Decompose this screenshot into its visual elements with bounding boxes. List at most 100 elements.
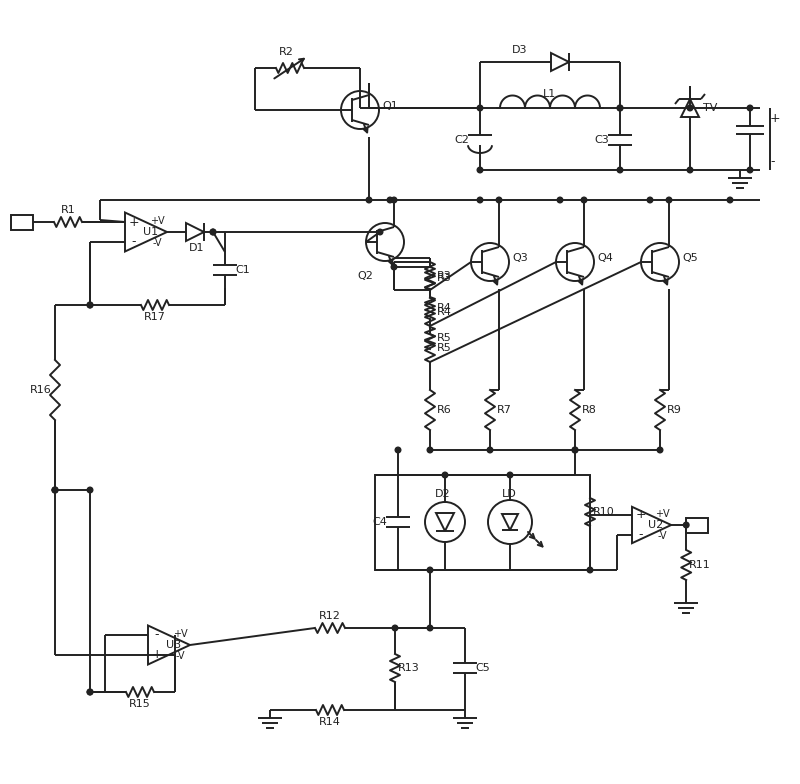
Text: R13: R13: [398, 663, 420, 673]
Text: D1: D1: [190, 243, 205, 253]
Circle shape: [52, 487, 58, 493]
Text: D2: D2: [435, 489, 451, 499]
Text: Q1: Q1: [382, 101, 398, 111]
Text: +: +: [129, 216, 139, 228]
Circle shape: [647, 198, 653, 203]
Text: -: -: [132, 235, 136, 249]
Circle shape: [392, 625, 398, 631]
Text: R14: R14: [319, 717, 341, 727]
Circle shape: [496, 198, 502, 203]
Text: R8: R8: [582, 405, 597, 415]
Circle shape: [366, 198, 372, 203]
Circle shape: [87, 689, 93, 695]
Circle shape: [477, 198, 483, 203]
Text: -V: -V: [658, 531, 666, 541]
Circle shape: [427, 447, 433, 453]
Text: R4: R4: [437, 307, 451, 317]
Circle shape: [618, 167, 622, 172]
Circle shape: [658, 447, 662, 453]
Circle shape: [572, 447, 578, 453]
Text: -V: -V: [175, 652, 185, 662]
Text: R16: R16: [30, 385, 52, 395]
Circle shape: [618, 105, 622, 111]
Bar: [375, 475, 590, 570]
Text: C4: C4: [373, 517, 387, 527]
Text: R17: R17: [144, 312, 166, 322]
Text: U3: U3: [166, 640, 182, 650]
FancyBboxPatch shape: [686, 517, 708, 532]
Circle shape: [378, 229, 383, 234]
Text: D3: D3: [512, 45, 528, 55]
Text: R1: R1: [61, 205, 75, 215]
Text: TV: TV: [703, 103, 717, 113]
Text: Q2: Q2: [357, 271, 373, 281]
Circle shape: [442, 472, 448, 477]
Text: +: +: [152, 648, 162, 662]
Circle shape: [687, 105, 693, 111]
Text: Q3: Q3: [512, 253, 528, 263]
Circle shape: [572, 447, 578, 453]
Text: R12: R12: [319, 611, 341, 621]
Text: R6: R6: [437, 405, 451, 415]
Circle shape: [87, 302, 93, 308]
Text: +: +: [636, 509, 646, 521]
Text: R15: R15: [129, 699, 151, 709]
Circle shape: [683, 522, 689, 528]
Text: L1: L1: [543, 89, 557, 99]
Circle shape: [558, 198, 562, 203]
Text: Q4: Q4: [597, 253, 613, 263]
Circle shape: [477, 105, 483, 111]
Text: -: -: [154, 629, 159, 641]
Text: R5: R5: [437, 333, 451, 343]
Text: Q5: Q5: [682, 253, 698, 263]
Circle shape: [687, 167, 693, 172]
Text: U2: U2: [648, 520, 664, 530]
Text: C3: C3: [594, 135, 610, 145]
Text: R4: R4: [437, 303, 451, 313]
Circle shape: [477, 167, 483, 172]
Circle shape: [507, 472, 513, 477]
Text: Ur: Ur: [17, 217, 27, 227]
Circle shape: [727, 198, 733, 203]
Text: U1: U1: [143, 227, 158, 237]
Text: +V: +V: [173, 629, 187, 639]
Text: R2: R2: [278, 47, 294, 57]
Text: R11: R11: [690, 560, 711, 570]
Circle shape: [387, 198, 393, 203]
Text: C5: C5: [476, 663, 490, 673]
Circle shape: [52, 487, 58, 493]
Text: R10: R10: [593, 507, 615, 517]
Circle shape: [487, 447, 493, 453]
Circle shape: [87, 487, 93, 493]
Circle shape: [427, 567, 433, 573]
Circle shape: [618, 105, 622, 111]
Text: -: -: [638, 528, 643, 542]
Circle shape: [395, 447, 401, 453]
Circle shape: [391, 264, 397, 270]
Text: -V: -V: [152, 238, 162, 249]
Text: R9: R9: [666, 405, 682, 415]
Text: Uo: Uo: [690, 520, 704, 530]
Text: C2: C2: [454, 135, 470, 145]
Circle shape: [87, 689, 93, 695]
Circle shape: [52, 487, 58, 493]
Text: C1: C1: [236, 265, 250, 275]
Circle shape: [210, 229, 216, 234]
Circle shape: [581, 198, 586, 203]
Circle shape: [391, 198, 397, 203]
Text: +: +: [770, 111, 781, 125]
Text: +V: +V: [150, 216, 164, 226]
Circle shape: [210, 229, 216, 234]
FancyBboxPatch shape: [11, 215, 33, 230]
Circle shape: [87, 302, 93, 308]
Circle shape: [747, 167, 753, 172]
Text: R3: R3: [437, 271, 451, 281]
Circle shape: [427, 625, 433, 631]
Text: R7: R7: [497, 405, 511, 415]
Text: R5: R5: [437, 343, 451, 353]
Circle shape: [747, 105, 753, 111]
Text: +V: +V: [654, 510, 670, 519]
Circle shape: [666, 198, 672, 203]
Text: LD: LD: [502, 489, 516, 499]
Text: -: -: [770, 155, 774, 169]
